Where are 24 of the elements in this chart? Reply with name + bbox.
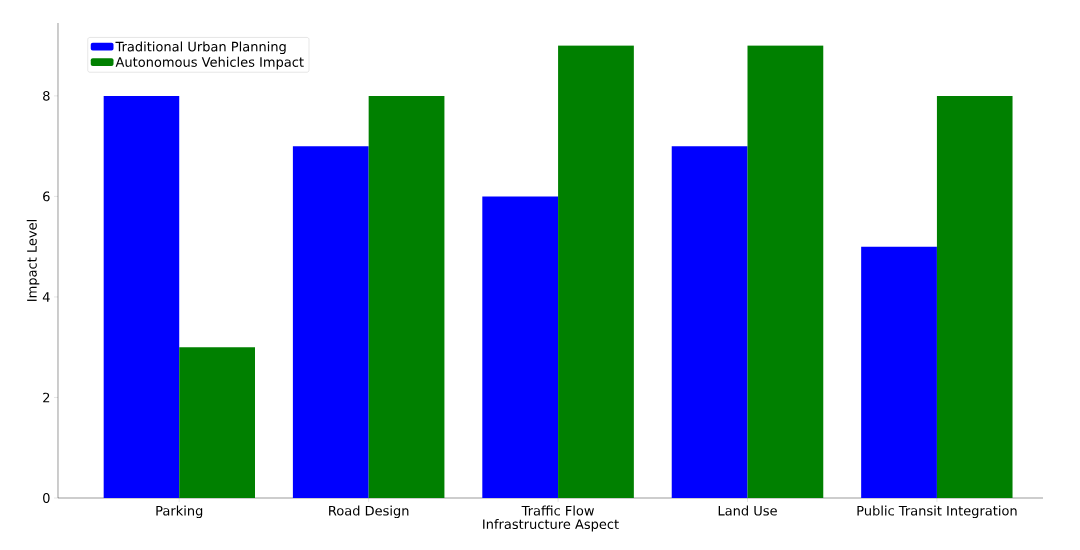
x-axis-title: Infrastructure Aspect xyxy=(483,518,619,532)
y-tick-label: 4 xyxy=(42,292,50,302)
x-tick-label: Land Use xyxy=(718,505,777,516)
bar xyxy=(368,95,445,498)
x-tick-label: Traffic Flow xyxy=(521,505,594,516)
bar xyxy=(292,146,369,498)
bar xyxy=(482,196,559,498)
x-tick-label: Road Design xyxy=(329,505,409,519)
x-tick-label: Parking xyxy=(156,505,203,519)
y-tick-label: 0 xyxy=(43,493,50,503)
y-tick-label: 2 xyxy=(43,392,50,403)
x-tick-label: Public Transit Integration xyxy=(857,505,1017,519)
bar xyxy=(671,146,748,498)
bar xyxy=(861,246,937,498)
bar xyxy=(179,347,255,498)
y-tick-label: 6 xyxy=(43,191,50,202)
legend-label: Traditional Urban Planning xyxy=(115,41,286,55)
bar xyxy=(936,95,1013,498)
bar xyxy=(558,45,634,498)
legend-label: Autonomous Vehicles Impact xyxy=(115,56,304,70)
y-tick-label: 8 xyxy=(43,90,50,101)
y-axis-title: Impact Level xyxy=(26,220,40,301)
bar xyxy=(103,95,180,498)
bar xyxy=(747,45,824,498)
